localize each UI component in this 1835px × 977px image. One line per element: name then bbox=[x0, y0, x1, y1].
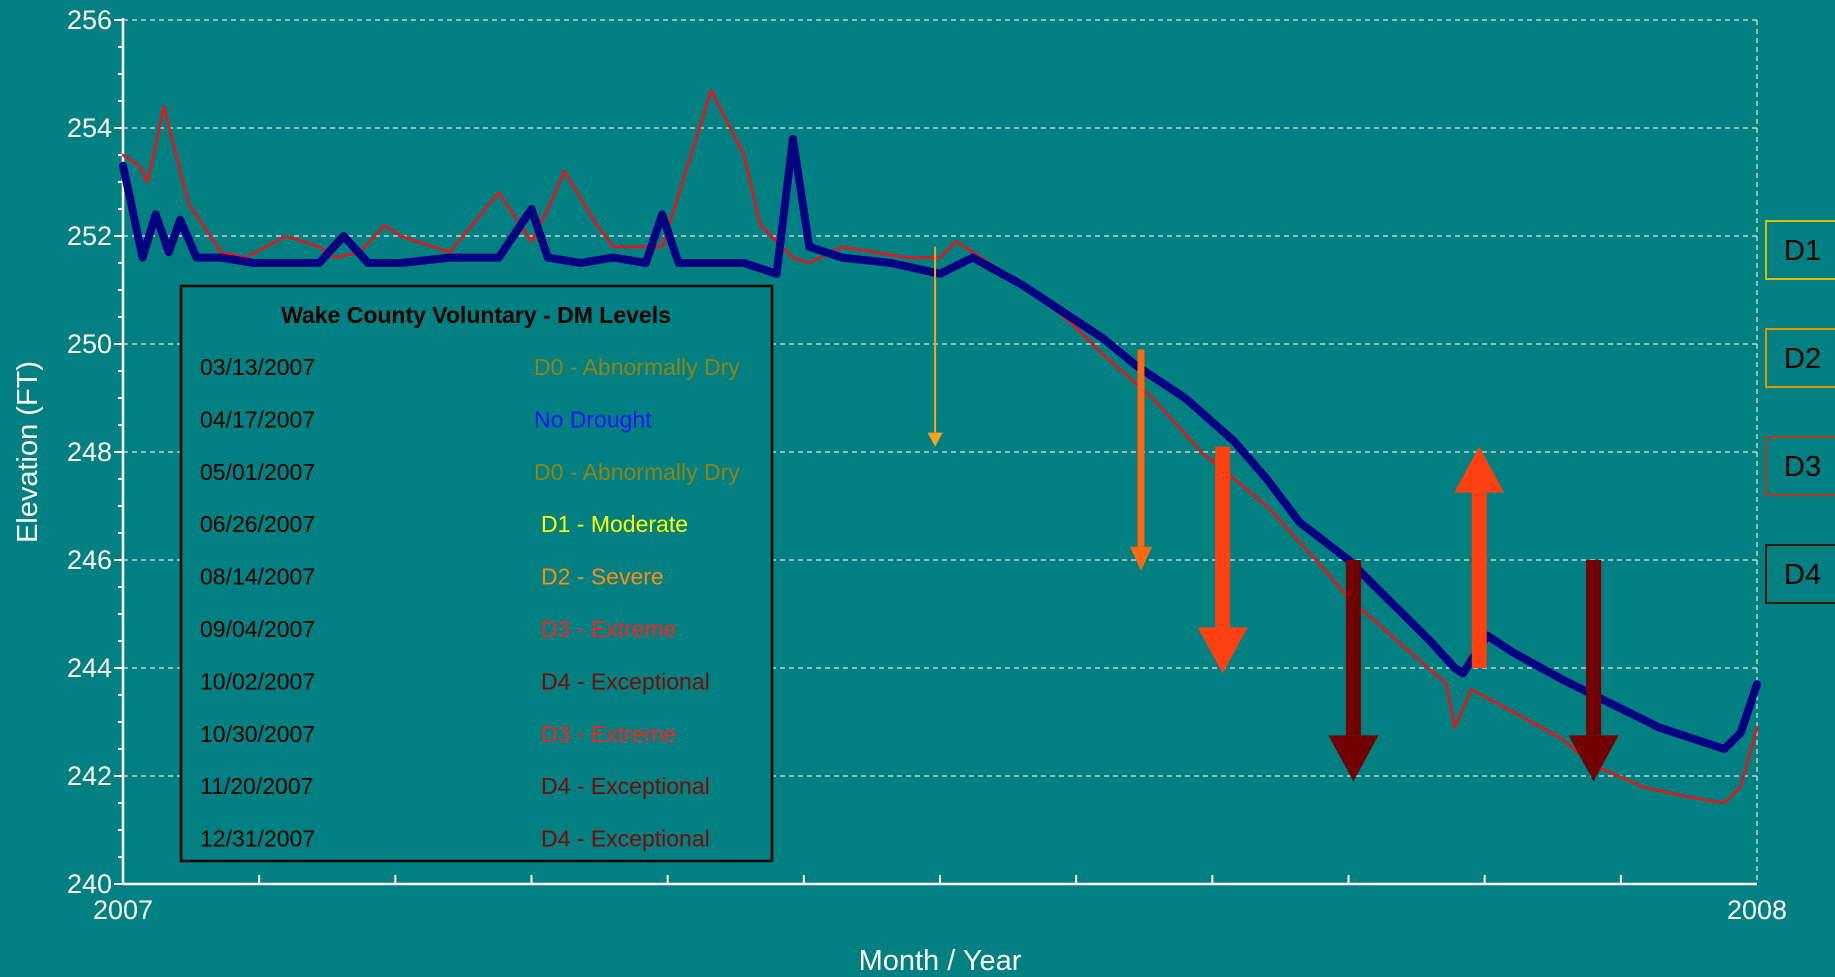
y-tick-label: 246 bbox=[67, 545, 112, 575]
legend-entry-date: 03/13/2007 bbox=[200, 354, 315, 380]
level-marker: D1 bbox=[1765, 220, 1835, 280]
arrow-head bbox=[927, 432, 943, 447]
level-marker-box bbox=[1765, 544, 1835, 604]
legend-entry-level: D4 - Exceptional bbox=[541, 773, 710, 799]
arrow-head bbox=[1568, 735, 1619, 782]
level-marker-label: D3 bbox=[1784, 451, 1821, 483]
legend-title: Wake County Voluntary - DM Levels bbox=[281, 302, 671, 328]
level-marker-box bbox=[1765, 436, 1835, 496]
level-marker: D4 bbox=[1765, 544, 1835, 604]
series-layer bbox=[119, 88, 1761, 805]
legend-entry-level: D0 - Abnormally Dry bbox=[534, 459, 740, 485]
legend-entry-date: 06/26/2007 bbox=[200, 511, 315, 537]
y-tick-label: 248 bbox=[67, 437, 112, 467]
legend-entry-date: 10/30/2007 bbox=[200, 721, 315, 747]
level-marker-box bbox=[1765, 220, 1835, 280]
legend-entry-date: 11/20/2007 bbox=[200, 773, 313, 799]
series-line bbox=[121, 88, 1759, 805]
legend-rows: 03/13/2007 D0 - Abnormally Dry 04/17/2007 N… bbox=[200, 354, 740, 852]
axes bbox=[114, 18, 1757, 886]
legend-entry-level: D4 - Exceptional bbox=[541, 668, 710, 694]
legend-entry-level: D0 - Abnormally Dry bbox=[534, 354, 740, 380]
legend-entry-date: 09/04/2007 bbox=[200, 616, 315, 642]
y-tick-label: 244 bbox=[67, 653, 112, 683]
legend-entry-level: D4 - Exceptional bbox=[541, 826, 710, 852]
arrow-head bbox=[1197, 627, 1248, 674]
drought-arrow bbox=[1454, 446, 1505, 668]
level-marker-box bbox=[1765, 328, 1835, 388]
drought-arrow bbox=[1568, 560, 1619, 782]
x-axis-title: Month / Year bbox=[859, 945, 1022, 977]
level-marker-label: D1 bbox=[1784, 235, 1821, 267]
level-marker-label: D2 bbox=[1784, 343, 1821, 375]
drought-arrows bbox=[927, 246, 1619, 782]
legend-entry-date: 04/17/2007 bbox=[200, 406, 315, 432]
x-tick-label: 2008 bbox=[1727, 895, 1787, 925]
y-tick-label: 252 bbox=[67, 221, 112, 251]
drought-arrow bbox=[1197, 446, 1248, 674]
legend-entry-date: 12/31/2007 bbox=[200, 826, 315, 852]
level-markers: D1 D2 D3 D4 bbox=[1765, 220, 1835, 604]
arrow-head bbox=[1129, 546, 1152, 571]
legend-entry-level: D3 - Extreme bbox=[541, 616, 676, 642]
arrow-head bbox=[1328, 735, 1379, 782]
series-line bbox=[119, 134, 1761, 753]
legend-entry-level: No Drought bbox=[534, 406, 652, 432]
y-tick-label: 240 bbox=[67, 869, 112, 899]
legend-box bbox=[179, 284, 774, 863]
legend-entry-date: 05/01/2007 bbox=[200, 459, 315, 485]
legend-entry-level: D2 - Severe bbox=[541, 564, 664, 590]
legend-entry-level: D1 - Moderate bbox=[541, 511, 688, 537]
level-marker: D3 bbox=[1765, 436, 1835, 496]
arrow-head bbox=[1454, 446, 1505, 493]
drought-arrow bbox=[927, 246, 943, 447]
legend-entry-level: D3 - Extreme bbox=[541, 721, 676, 747]
legend-entry-date: 10/02/2007 bbox=[200, 668, 315, 694]
legend: Wake County Voluntary - DM Levels 03/13/… bbox=[179, 284, 774, 863]
y-tick-label: 256 bbox=[67, 5, 112, 35]
level-marker: D2 bbox=[1765, 328, 1835, 388]
y-axis-title: Elevation (FT) bbox=[12, 361, 44, 543]
drought-arrow bbox=[1129, 349, 1152, 571]
x-tick-labels: 2007 2008 bbox=[93, 895, 1787, 925]
y-tick-label: 242 bbox=[67, 761, 112, 791]
legend-entry-date: 08/14/2007 bbox=[200, 564, 315, 590]
x-tick-label: 2007 bbox=[93, 895, 153, 925]
level-marker-label: D4 bbox=[1784, 559, 1821, 591]
drought-arrow bbox=[1328, 560, 1379, 782]
y-tick-labels: 240 242 244 246 248 250 252 254 256 bbox=[67, 5, 112, 899]
y-tick-label: 254 bbox=[67, 113, 112, 143]
y-tick-label: 250 bbox=[67, 329, 112, 359]
